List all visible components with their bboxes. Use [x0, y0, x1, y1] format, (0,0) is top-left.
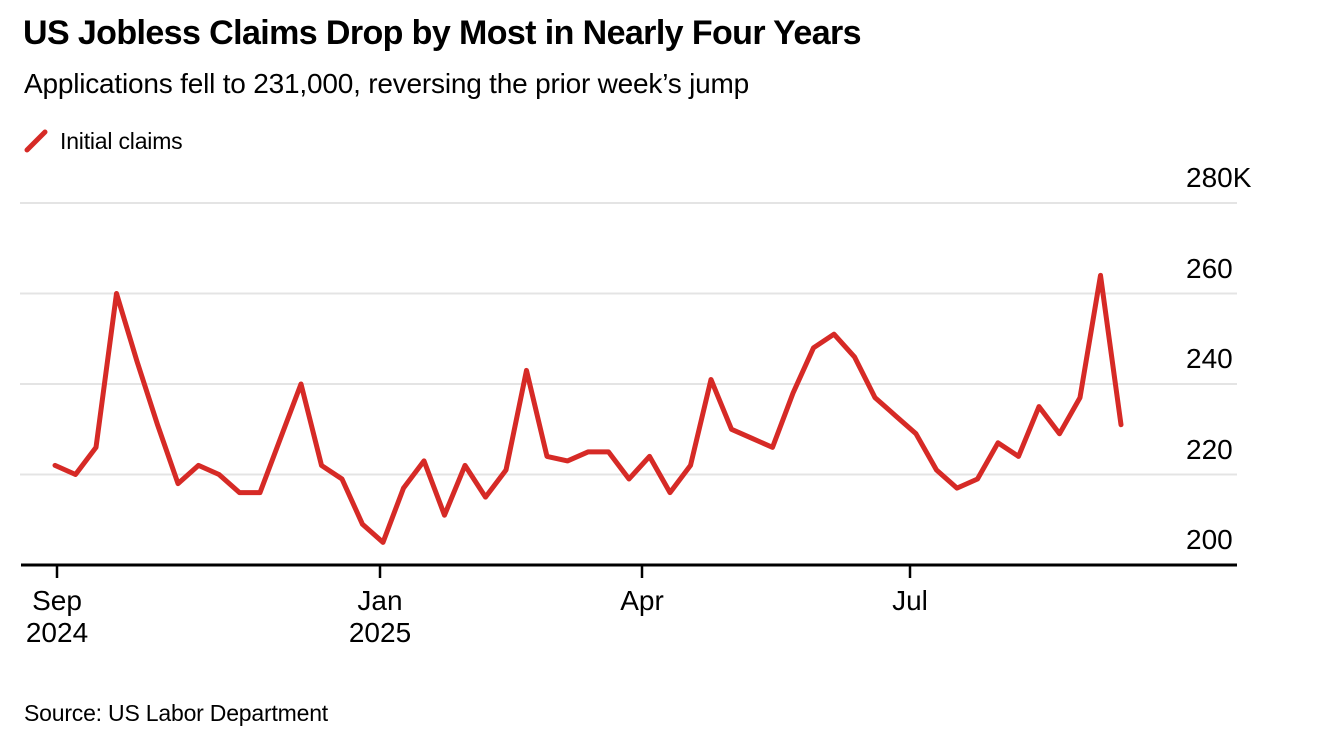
y-tick-label: 200: [1186, 524, 1233, 555]
gridlines: [20, 202, 1237, 476]
x-tick-year: 2024: [25, 617, 89, 648]
y-tick-label: 220: [1186, 433, 1233, 465]
x-tick-month: Jan: [357, 585, 403, 616]
x-tick-month: Sep: [32, 585, 82, 616]
x-tick-label: Jul: [892, 585, 928, 617]
chart-subtitle: Applications fell to 231,000, reversing …: [24, 68, 750, 99]
x-axis: [21, 563, 1237, 578]
line-series-slash-icon: [24, 129, 48, 153]
legend: Initial claims: [23, 126, 183, 156]
x-tick-month: Jul: [892, 585, 928, 616]
y-tick-label: 280K: [1186, 162, 1252, 193]
initial-claims-line: [52, 272, 1124, 545]
x-tick-label: Sep 2024: [26, 585, 88, 649]
x-tick-month: Apr: [620, 585, 664, 616]
chart-title: US Jobless Claims Drop by Most in Nearly…: [23, 14, 862, 52]
y-tick-label: 260: [1186, 252, 1233, 284]
x-tick-label: Jan 2025: [349, 585, 411, 649]
legend-label: Initial claims: [60, 127, 183, 154]
y-tick-label: 240: [1186, 343, 1233, 374]
source-note: Source: US Labor Department: [24, 700, 328, 726]
initial-claims-line-series: [52, 272, 1124, 545]
x-tick-year: 2025: [348, 617, 412, 648]
x-tick-label: Apr: [620, 585, 664, 617]
